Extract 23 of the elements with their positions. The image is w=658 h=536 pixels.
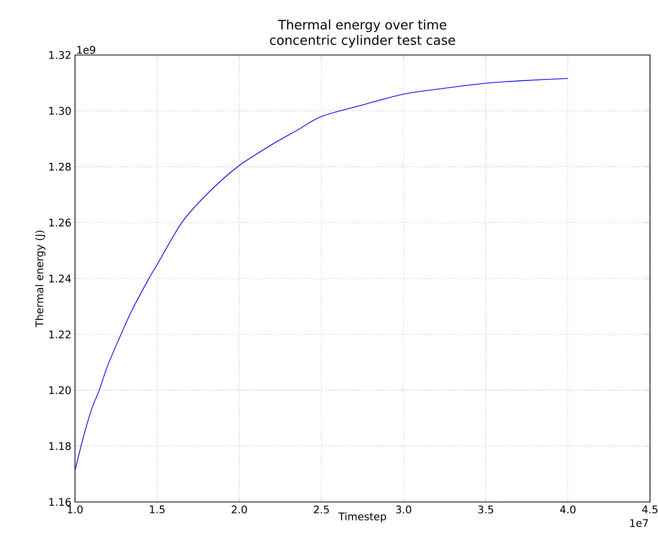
x-tick-label: 4.0 [560,506,576,514]
x-tick-label: 2.0 [232,506,247,514]
y-tick-label: 1.18 [49,442,71,450]
y-tick-label: 1.30 [49,106,71,115]
y-tick-label: 1.28 [49,162,71,171]
text: 1e9 [77,46,96,54]
x-axis-title: Timestep [338,512,386,522]
text: 1e7 [630,519,648,527]
x-tick-label: 3.0 [396,506,412,514]
y-tick-label: 1.20 [49,386,71,394]
x-tick-label: 3.5 [478,506,494,514]
y-tick-label: 1.22 [49,330,70,338]
y-tick-label: 1.26 [49,218,71,227]
y-tick-label: 1.32 [49,51,70,59]
x-tick-label: 1.5 [150,506,165,514]
y-axis-title: Thermal energy (J) [35,230,46,328]
x-tick-label: 1.0 [68,506,83,514]
x-tick-label: 2.5 [314,506,329,514]
y-tick-label: 1.16 [49,498,71,506]
y-tick-label: 1.24 [49,274,71,282]
line-series [74,78,568,471]
x-tick-label: 4.5 [642,506,658,514]
chart-title: Thermal energy over time concentric cylinder test case [270,20,456,48]
